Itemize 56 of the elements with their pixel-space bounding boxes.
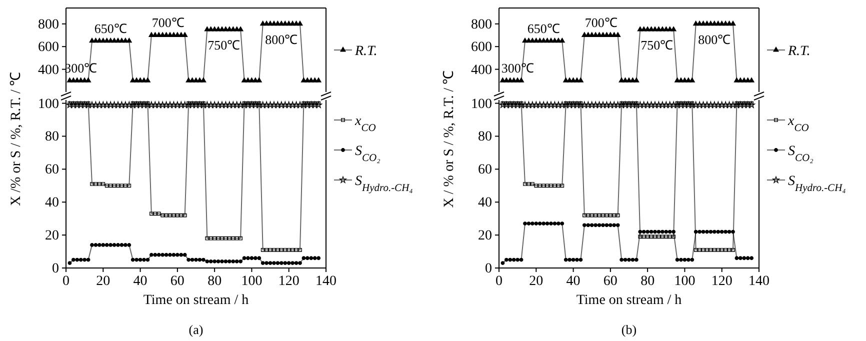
- x-tick-label: 80: [208, 274, 222, 289]
- text: (b): [621, 322, 637, 337]
- annotation: 750℃: [208, 38, 240, 53]
- annotation: 750℃: [640, 38, 674, 53]
- y-tick-label: 100: [38, 96, 59, 112]
- x-axis-title: Time on stream / h: [143, 293, 249, 308]
- x-tick-label: 120: [711, 274, 732, 289]
- legend-label: R.T.: [787, 44, 810, 59]
- y-tick-label: 800: [38, 17, 59, 32]
- y-tick-label: 20: [478, 228, 492, 244]
- y-tick-label: 400: [471, 62, 492, 78]
- text: (a): [188, 322, 204, 337]
- x-tick-label: 20: [96, 274, 110, 289]
- y-tick-label: 600: [471, 40, 492, 56]
- annotation: 700℃: [584, 15, 618, 30]
- y-axis-title: X /% or S / %, R.T. / ℃: [9, 72, 24, 206]
- y-tick-label: 0: [485, 261, 492, 276]
- y-tick-label: 80: [45, 130, 59, 145]
- legend-label: S$_{CO₂}$: [788, 144, 814, 164]
- y-tick-label: 60: [45, 162, 59, 178]
- y-tick-label: 60: [478, 162, 492, 178]
- x-tick-label: 140: [748, 274, 770, 289]
- x-tick-label: 60: [170, 274, 184, 289]
- annotation: 650℃: [527, 20, 560, 36]
- annotation: 800℃: [698, 32, 731, 47]
- y-axis-title: X / % or S / %, R.T. / ℃: [442, 70, 457, 208]
- annotation: 650℃: [94, 20, 127, 36]
- annotation: 700℃: [152, 15, 184, 30]
- x-tick-label: 140: [316, 274, 336, 289]
- y-tick-label: 80: [478, 130, 492, 145]
- x-axis-title: Time on stream / h: [576, 293, 682, 308]
- x-tick-label: 60: [603, 274, 618, 289]
- legend-label: S$_{CO₂}$: [355, 144, 381, 164]
- x-tick-label: 40: [566, 274, 580, 289]
- x-tick-label: 120: [278, 274, 300, 289]
- x-tick-label: 0: [496, 274, 502, 289]
- y-tick-label: 100: [471, 96, 492, 112]
- x-tick-label: 40: [133, 274, 148, 289]
- x-tick-label: 0: [62, 274, 70, 289]
- y-tick-label: 800: [471, 17, 492, 32]
- annotation: 800℃: [265, 32, 298, 47]
- legend-label: S$_{Hydro.-CH₄}$: [355, 174, 414, 194]
- y-tick-label: 400: [38, 62, 59, 78]
- y-tick-label: 40: [45, 196, 59, 211]
- legend-label: x$_{CO}$: [354, 114, 376, 134]
- y-tick-label: 0: [52, 261, 59, 276]
- legend-label: S$_{Hydro.-CH₄}$: [788, 174, 846, 194]
- x-tick-label: 80: [640, 274, 655, 289]
- x-tick-label: 100: [674, 274, 696, 289]
- x-tick-label: 100: [241, 274, 262, 289]
- legend-label: x$_{CO}$: [787, 114, 810, 134]
- y-tick-label: 20: [45, 228, 59, 244]
- y-tick-label: 600: [38, 40, 59, 56]
- y-tick-label: 40: [478, 196, 492, 211]
- legend-label: R.T.: [354, 44, 378, 59]
- x-tick-label: 20: [529, 274, 544, 289]
